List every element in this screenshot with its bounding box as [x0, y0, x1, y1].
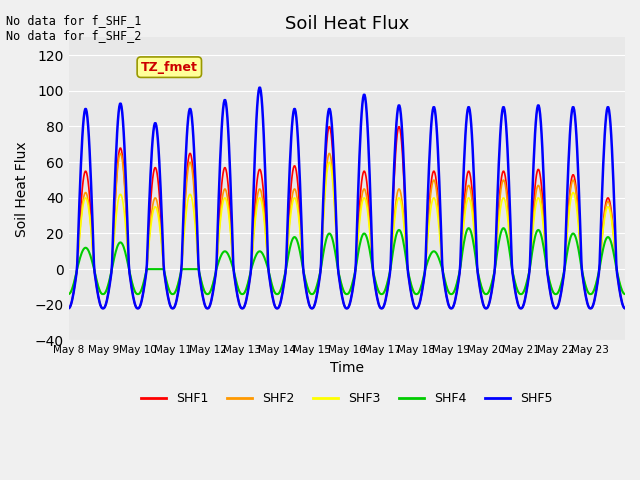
SHF1 [281, 276, 289, 281]
SHF1 [130, 297, 138, 303]
Line: SHF5: SHF5 [68, 88, 625, 308]
SHF5 [255, 85, 263, 91]
SHF1 [232, 285, 240, 291]
SHF4 [281, 272, 289, 278]
SHF4 [404, 269, 412, 275]
SHF5 [405, 276, 413, 281]
SHF3 [436, 236, 444, 242]
Y-axis label: Soil Heat Flux: Soil Heat Flux [15, 141, 29, 237]
SHF4 [435, 257, 443, 263]
SHF3 [232, 278, 240, 284]
Line: SHF3: SHF3 [68, 162, 625, 294]
SHF1 [260, 192, 268, 198]
SHF3 [621, 291, 629, 297]
SHF2 [405, 276, 413, 281]
SHF2 [436, 229, 444, 235]
SHF5 [232, 285, 240, 291]
SHF1 [436, 225, 444, 231]
SHF5 [282, 270, 289, 276]
SHF1 [65, 305, 72, 311]
SHF4 [621, 291, 629, 297]
SHF3 [65, 291, 72, 297]
SHF4 [232, 278, 240, 284]
SHF1 [405, 276, 413, 281]
SHF5 [260, 149, 268, 155]
SHF2 [621, 305, 629, 311]
X-axis label: Time: Time [330, 361, 364, 375]
SHF2 [260, 215, 268, 220]
SHF5 [65, 305, 72, 311]
Line: SHF4: SHF4 [68, 228, 625, 294]
SHF1 [621, 305, 629, 311]
SHF3 [281, 272, 289, 278]
SHF2 [116, 151, 124, 156]
SHF1 [325, 124, 333, 130]
SHF4 [130, 286, 138, 291]
SHF5 [621, 305, 629, 311]
SHF5 [130, 297, 138, 303]
Line: SHF2: SHF2 [68, 154, 625, 308]
Title: Soil Heat Flux: Soil Heat Flux [285, 15, 409, 33]
SHF3 [325, 159, 333, 165]
SHF4 [65, 291, 72, 297]
Line: SHF1: SHF1 [68, 127, 625, 308]
SHF3 [260, 213, 268, 219]
Text: TZ_fmet: TZ_fmet [141, 60, 198, 73]
SHF4 [465, 225, 472, 231]
SHF2 [282, 270, 289, 276]
Text: No data for f_SHF_1
No data for f_SHF_2: No data for f_SHF_1 No data for f_SHF_2 [6, 14, 142, 42]
SHF2 [233, 289, 241, 295]
SHF2 [65, 305, 72, 311]
SHF3 [405, 272, 413, 278]
SHF5 [436, 198, 444, 204]
SHF2 [131, 300, 138, 306]
SHF3 [130, 286, 138, 291]
SHF4 [260, 253, 268, 259]
Legend: SHF1, SHF2, SHF3, SHF4, SHF5: SHF1, SHF2, SHF3, SHF4, SHF5 [136, 387, 558, 410]
